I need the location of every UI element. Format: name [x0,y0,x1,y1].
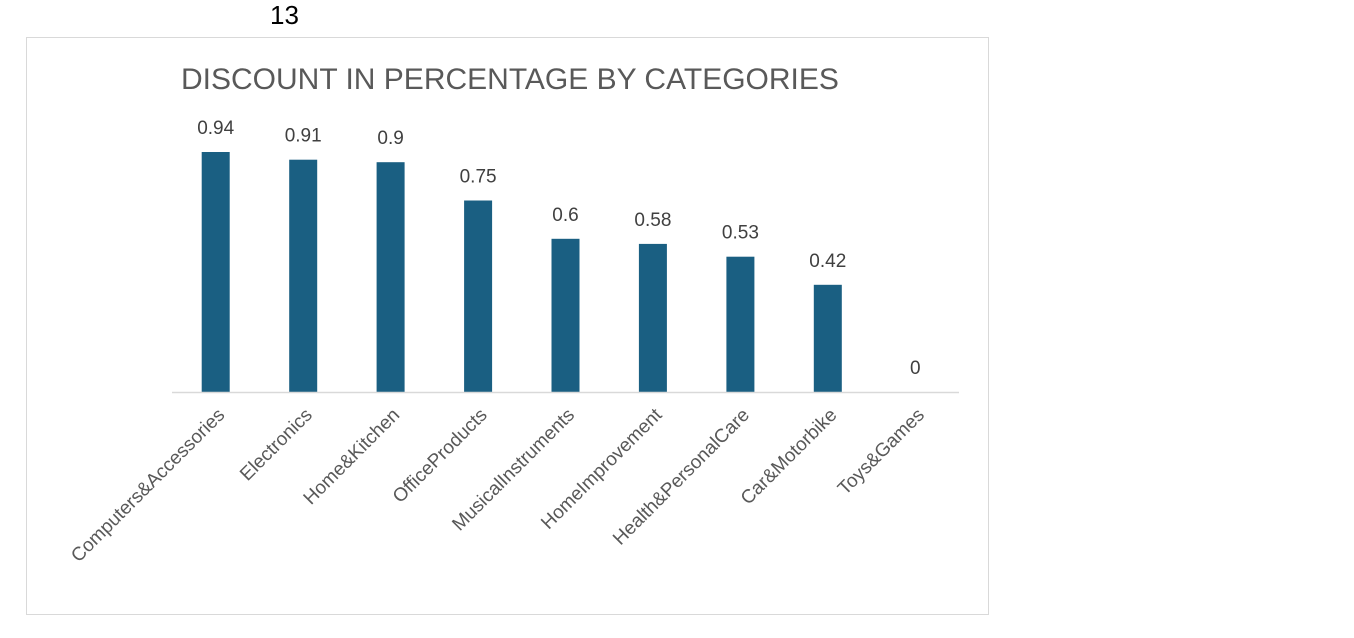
data-label-1: 0.91 [285,126,322,147]
bar-0 [201,152,230,392]
bar-6 [726,256,755,392]
bar-1 [289,159,318,392]
data-label-8: 0 [910,358,921,379]
data-label-3: 0.75 [460,167,497,188]
data-label-2: 0.9 [377,128,403,149]
data-label-7: 0.42 [809,251,846,272]
bar-4 [551,238,580,392]
bar-3 [464,200,493,392]
page-number: 13 [270,0,299,30]
data-label-5: 0.58 [634,210,671,231]
bar-chart-plot: 0.94 0.91 0.9 0.75 0.6 0.58 0.53 0.42 0 Computer… [67,118,959,567]
bar-5 [638,243,667,392]
data-label-6: 0.53 [722,223,759,244]
data-label-4: 0.6 [552,205,578,226]
data-label-0: 0.94 [197,118,234,139]
chart-container: DISCOUNT IN PERCENTAGE BY CATEGORIES 0.9… [26,37,989,615]
bar-7 [813,284,842,392]
x-tick-label-0: Computers&Accessories [67,405,229,567]
data-labels-group: 0.94 0.91 0.9 0.75 0.6 0.58 0.53 0.42 0 [197,118,920,379]
chart-title: DISCOUNT IN PERCENTAGE BY CATEGORIES [181,63,839,96]
bar-2 [376,162,405,392]
x-tick-labels-group: Computers&Accessories ElectronicsHome&Kit… [67,404,929,566]
x-tick-label-1: Electronics [236,405,317,486]
x-tick-label-8: Toys&Games [834,405,929,500]
bars-group [201,152,842,392]
